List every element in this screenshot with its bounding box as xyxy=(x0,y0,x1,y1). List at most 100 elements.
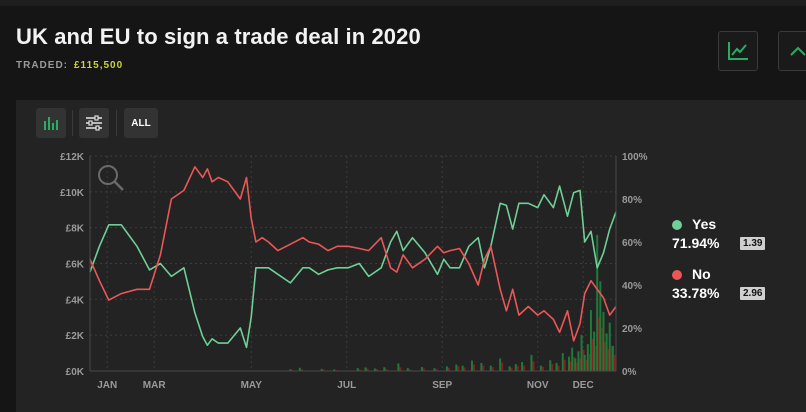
y-right-tick-label: 80% xyxy=(622,195,642,206)
volume-bar-no xyxy=(591,338,594,371)
volume-bar-yes xyxy=(289,369,292,371)
volume-bar-yes xyxy=(574,358,577,371)
filter-button[interactable] xyxy=(79,108,109,138)
volume-bar-no xyxy=(541,366,544,371)
volume-bar-yes xyxy=(549,360,552,371)
volume-bar-no xyxy=(588,353,591,371)
traded-summary: TRADED: £115,500 xyxy=(16,60,123,71)
volume-bar-no xyxy=(375,369,378,371)
y-left-tick-label: £2K xyxy=(66,331,85,342)
volume-bar-yes xyxy=(445,366,448,371)
collapse-button[interactable] xyxy=(778,31,806,71)
volume-bar-yes xyxy=(455,364,458,371)
volume-bar-no xyxy=(557,365,560,371)
volume-bar-no xyxy=(570,361,573,371)
volume-bar-yes xyxy=(580,335,583,371)
volume-bar-yes xyxy=(596,234,599,371)
volume-bar-yes xyxy=(568,356,571,371)
volume-bar-no xyxy=(422,368,425,371)
series-line-no xyxy=(89,166,617,342)
volume-bar-no xyxy=(472,364,475,371)
volume-bar-yes xyxy=(539,365,542,371)
volume-bar-yes xyxy=(608,322,611,371)
legend-yes-odds: 1.39 xyxy=(740,237,766,250)
volume-bar-no xyxy=(563,359,566,371)
volume-bar-no xyxy=(385,368,388,371)
volume-bar-yes xyxy=(521,362,524,371)
chevron-up-icon xyxy=(790,46,806,56)
volume-bar-no xyxy=(435,368,438,371)
volume-bar-yes xyxy=(599,281,602,371)
volume-bar-yes xyxy=(364,367,367,371)
volume-bar-no xyxy=(595,345,598,371)
traded-label: TRADED: xyxy=(16,60,68,71)
toolbar-divider xyxy=(72,110,73,136)
volume-bar-yes xyxy=(593,331,596,371)
sliders-icon xyxy=(86,115,102,131)
volume-bar-no xyxy=(491,367,494,371)
volume-bar-no xyxy=(523,365,526,371)
range-all-button[interactable]: ALL xyxy=(124,108,158,138)
volume-bar-yes xyxy=(602,311,605,371)
volume-bar-yes xyxy=(561,353,564,371)
volume-bar-yes xyxy=(373,368,376,371)
volume-bar-no xyxy=(576,362,579,371)
volume-bar-no xyxy=(598,317,601,371)
y-left-tick-label: £10K xyxy=(60,188,85,199)
volume-bar-no xyxy=(501,362,504,371)
volume-bar-yes xyxy=(356,368,359,371)
y-right-tick-label: 40% xyxy=(622,281,642,292)
y-right-tick-label: 100% xyxy=(622,152,648,163)
x-tick-label: MAR xyxy=(143,380,167,391)
x-tick-label: NOV xyxy=(527,380,549,391)
volume-bar-yes xyxy=(397,363,400,371)
y-right-tick-label: 20% xyxy=(622,324,642,335)
y-right-tick-label: 0% xyxy=(622,367,637,378)
volume-bar-no xyxy=(551,364,554,371)
volume-bar-no xyxy=(613,354,616,371)
volume-bar-no xyxy=(582,349,585,371)
volume-bar-no xyxy=(604,342,607,371)
legend-no-dot xyxy=(672,270,682,280)
volume-bar-yes xyxy=(333,369,336,371)
y-left-tick-label: £0K xyxy=(66,367,85,378)
bar-chart-icon xyxy=(44,117,58,130)
volume-bar-yes xyxy=(406,368,409,371)
volume-bar-no xyxy=(610,345,613,371)
toolbar-divider xyxy=(116,110,117,136)
volume-bar-no xyxy=(399,367,402,371)
volume-bar-yes xyxy=(383,367,386,371)
x-tick-label: JUL xyxy=(337,380,356,391)
volume-bar-yes xyxy=(480,362,483,371)
legend-no-name: No xyxy=(692,266,711,282)
volume-bar-yes xyxy=(530,354,533,371)
chart-toggle-button[interactable] xyxy=(718,31,758,71)
chart-panel xyxy=(16,100,806,412)
page-title: UK and EU to sign a trade deal in 2020 xyxy=(16,24,421,49)
y-left-tick-label: £8K xyxy=(66,224,85,235)
volume-bar-no xyxy=(322,369,325,371)
series-line-yes xyxy=(89,185,617,349)
top-strip xyxy=(0,0,806,6)
x-tick-label: SEP xyxy=(432,380,452,391)
x-tick-label: DEC xyxy=(573,380,594,391)
volume-bar-yes xyxy=(605,333,608,371)
line-chart-icon xyxy=(728,42,748,60)
volume-toggle-button[interactable] xyxy=(36,108,66,138)
volume-bar-yes xyxy=(586,344,589,371)
volume-bar-yes xyxy=(461,365,464,371)
volume-bar-no xyxy=(482,365,485,371)
volume-bar-yes xyxy=(514,364,517,371)
volume-bar-no xyxy=(408,369,411,371)
traded-value: £115,500 xyxy=(74,60,124,71)
volume-bar-no xyxy=(510,367,513,371)
volume-bar-yes xyxy=(583,354,586,371)
magnifier-icon[interactable] xyxy=(98,165,124,191)
volume-bar-yes xyxy=(433,368,436,371)
legend-no-percent: 33.78% xyxy=(672,285,720,301)
volume-bar-no xyxy=(532,361,535,371)
volume-bar-no xyxy=(601,328,604,371)
volume-bar-no xyxy=(366,368,369,371)
volume-bar-no xyxy=(579,358,582,371)
